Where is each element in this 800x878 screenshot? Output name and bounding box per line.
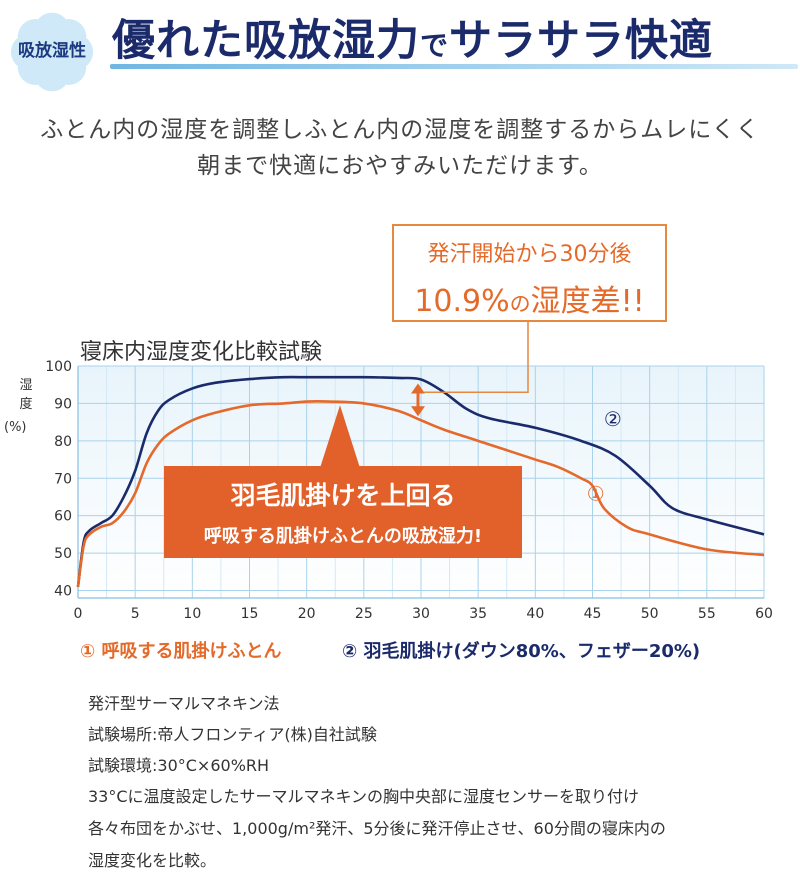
y-tick-label: 60	[54, 509, 72, 525]
note-line-5: 各々布団をかぶせ、1,000g/m²発汗、5分後に発汗停止させ、60分間の寝床内…	[88, 819, 666, 838]
note-line-3: 試験環境:30°C×60%RH	[88, 756, 270, 775]
y-axis-label-char: 度	[19, 397, 33, 412]
difference-arrow-head-up	[411, 383, 425, 394]
banner-line-1: 羽毛肌掛けを上回る	[230, 481, 455, 510]
headline-main: 優れた吸放湿力	[112, 16, 420, 66]
x-tick-label: 30	[412, 606, 430, 622]
series-marker-1: ①	[587, 482, 605, 506]
callout-connector	[424, 322, 529, 393]
note-line-4: 33°Cに温度設定したサーマルマネキンの胸中央部に湿度センサーを取り付け	[88, 787, 640, 806]
series-marker-2: ②	[604, 407, 622, 431]
headline-underline	[110, 64, 798, 69]
y-tick-label: 40	[54, 584, 72, 600]
series-line-2	[76, 375, 765, 587]
y-tick-label: 80	[54, 434, 72, 450]
y-axis-label-char: 湿	[19, 378, 33, 393]
y-tick-label: 50	[54, 546, 72, 562]
badge-center	[23, 23, 81, 81]
callout-line-2: 10.9%の湿度差!!	[392, 276, 667, 320]
y-tick-label: 70	[54, 471, 72, 487]
banner-pointer	[320, 405, 360, 468]
badge-flower-shape	[10, 12, 94, 92]
x-tick-label: 45	[584, 606, 602, 622]
lead-line-2: 朝まで快適におやすみいただけます。	[197, 153, 603, 179]
x-tick-label: 60	[755, 606, 773, 622]
callout-particle: の	[509, 292, 531, 316]
chart-title: 寝床内湿度変化比較試験	[80, 340, 323, 365]
difference-arrow-head-down	[411, 406, 425, 417]
x-tick-label: 10	[183, 606, 201, 622]
highlight-banner	[164, 466, 522, 558]
callout-line-1: 発汗開始から30分後	[427, 242, 632, 267]
x-tick-label: 50	[641, 606, 659, 622]
x-tick-label: 40	[526, 606, 544, 622]
badge-label: 吸放湿性	[18, 41, 86, 61]
headline-particle: で	[420, 29, 450, 62]
callout-box	[392, 224, 667, 322]
note-line-2: 試験場所:帝人フロンティア(株)自社試験	[88, 725, 377, 744]
note-line-1: 発汗型サーマルマネキン法	[88, 694, 280, 713]
y-tick-label: 90	[54, 396, 72, 412]
y-axis-label: 湿度	[14, 376, 38, 414]
y-tick-label: 100	[45, 359, 72, 375]
headline-tail: サラサラ快適	[449, 16, 714, 66]
page-title: 優れた吸放湿力でサラサラ快適	[112, 6, 713, 68]
legend-series-2: ② 羽毛肌掛け(ダウン80%、フェザー20%)	[342, 641, 701, 662]
callout-tail: 湿度差!!	[530, 284, 645, 319]
banner-line-2: 呼吸する肌掛けふとんの吸放湿力!	[204, 525, 482, 547]
lead-line-1: ふとん内の湿度を調整しふとん内の湿度を調整するからムレにくく	[40, 117, 760, 143]
y-axis-unit: (%)	[4, 420, 27, 435]
x-tick-label: 55	[698, 606, 716, 622]
x-tick-label: 20	[298, 606, 316, 622]
x-tick-label: 35	[469, 606, 487, 622]
series-line-1	[76, 400, 765, 587]
callout-value: 10.9%	[414, 284, 510, 319]
x-tick-label: 0	[74, 606, 83, 622]
x-tick-label: 15	[241, 606, 259, 622]
x-tick-label: 25	[355, 606, 373, 622]
note-line-6: 湿度変化を比較。	[88, 851, 217, 870]
legend-series-1: ① 呼吸する肌掛けふとん	[80, 641, 282, 662]
x-tick-label: 5	[131, 606, 140, 622]
